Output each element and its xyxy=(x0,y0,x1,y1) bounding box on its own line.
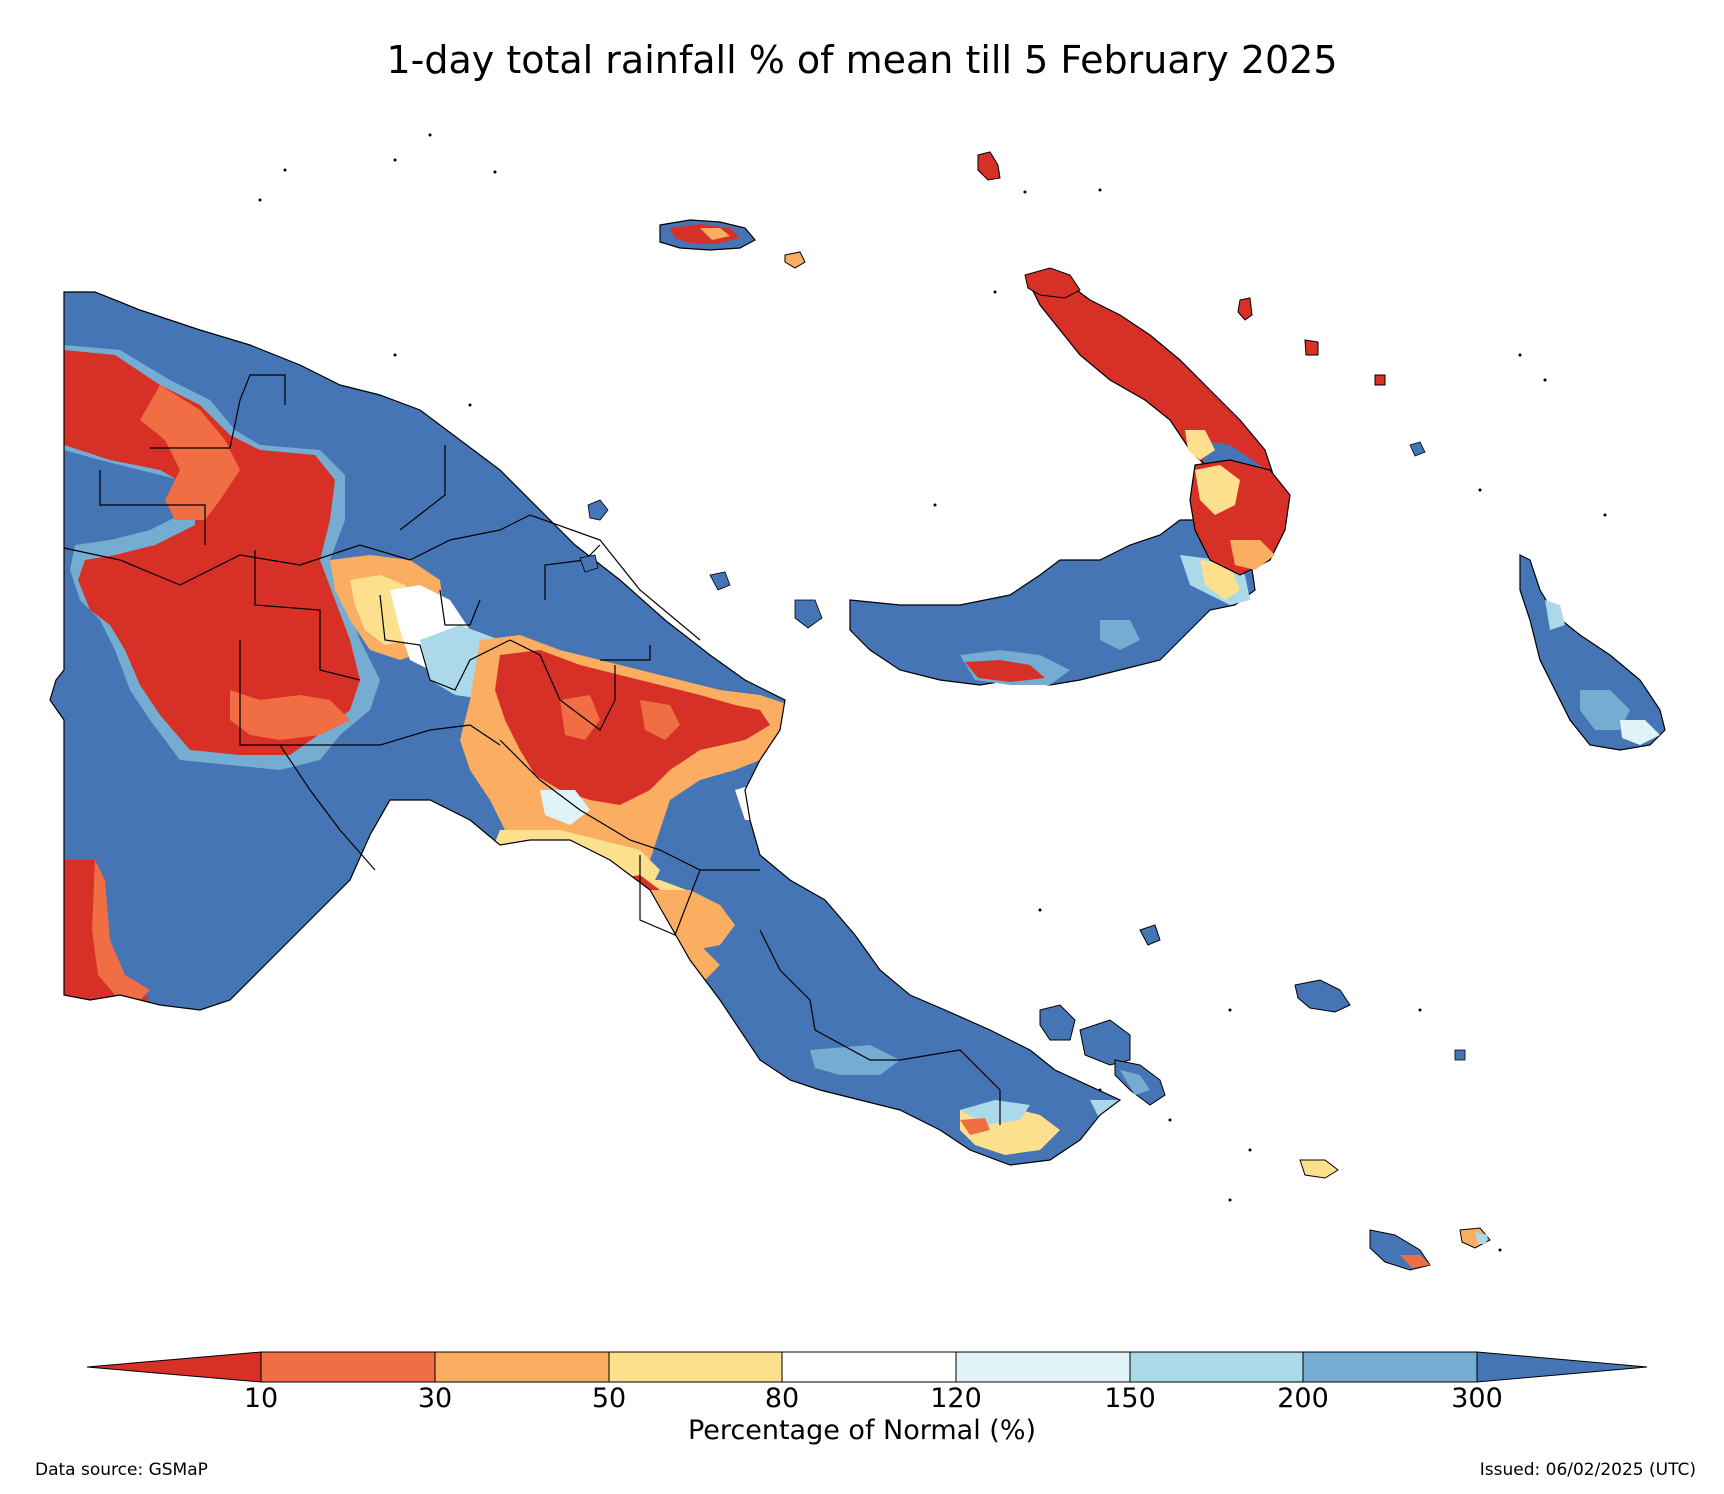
colorbar-swatch-80-120 xyxy=(781,1351,957,1383)
mainland-coastline xyxy=(49,291,1122,1166)
small-islets xyxy=(579,441,1466,1061)
issued-date-note: Issued: 06/02/2025 (UTC) xyxy=(1479,1460,1696,1480)
milne-bay-islands xyxy=(1039,924,1491,1271)
colorbar-tick-label: 300 xyxy=(1451,1383,1503,1414)
province-boundaries xyxy=(63,374,1001,1125)
colorbar-upper-extend xyxy=(1476,1351,1648,1383)
map-title: 1-day total rainfall % of mean till 5 Fe… xyxy=(386,38,1338,82)
colorbar xyxy=(86,1351,1648,1383)
new-britain-island xyxy=(849,519,1256,686)
colorbar-title: Percentage of Normal (%) xyxy=(687,1415,1037,1446)
colorbar-swatch-120-150 xyxy=(955,1351,1131,1383)
colorbar-swatch-10-30 xyxy=(260,1351,436,1383)
colorbar-tick-label: 150 xyxy=(1104,1383,1156,1414)
colorbar-tick-label: 50 xyxy=(591,1383,627,1414)
colorbar-tick-label: 200 xyxy=(1277,1383,1329,1414)
colorbar-lower-extend xyxy=(86,1351,262,1383)
colorbar-swatch-150-200 xyxy=(1129,1351,1304,1383)
colorbar-tick-label: 30 xyxy=(417,1383,453,1414)
bougainville-island xyxy=(1519,554,1666,751)
colorbar-swatch-50-80 xyxy=(608,1351,783,1383)
manus-island xyxy=(659,219,806,269)
colorbar-swatch-200-300 xyxy=(1302,1351,1478,1383)
colorbar-tick-label: 80 xyxy=(764,1383,800,1414)
data-source-note: Data source: GSMaP xyxy=(35,1460,208,1480)
colorbar-tick-label: 120 xyxy=(930,1383,982,1414)
gazelle-peninsula xyxy=(1189,459,1291,576)
north-islands xyxy=(977,151,1386,386)
colorbar-swatch-30-50 xyxy=(434,1351,610,1383)
colorbar-tick-label: 10 xyxy=(243,1383,279,1414)
tiny-dots xyxy=(258,133,1607,1252)
